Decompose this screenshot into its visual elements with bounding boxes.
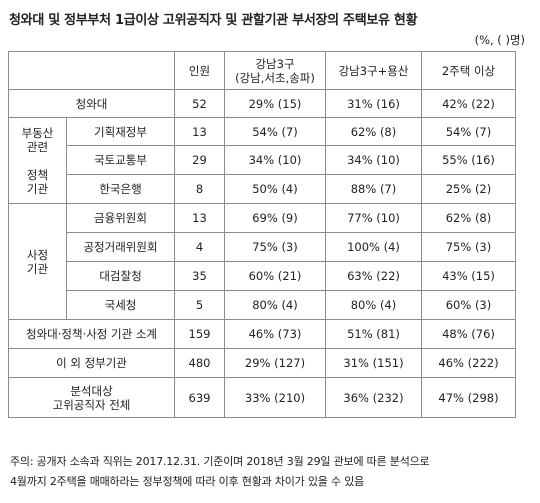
page-title: 청와대 및 정부부처 1급이상 고위공직자 및 관할기관 부서장의 주택보유 현… — [9, 13, 418, 28]
row-gangnam3-yongsan: 51% (81) — [325, 319, 422, 349]
row-two-houses: 54% (7) — [421, 117, 516, 146]
table-row-other: 이 외 정부기관 480 29% (127) 31% (151) 46% (22… — [8, 348, 516, 378]
table-row: 사정 기관 금융위원회 13 69% (9) 77% (10) 62% (8) — [8, 203, 516, 320]
group-judicial: 사정 기관 — [8, 203, 67, 320]
row-count: 480 — [174, 348, 225, 378]
row-name: 분석대상 고위공직자 전체 — [8, 377, 175, 418]
row-gangnam3-yongsan: 34% (10) — [325, 145, 422, 175]
table-row: 청와대 52 29% (15) 31% (16) 42% (22) — [8, 89, 516, 118]
row-two-houses: 42% (22) — [421, 89, 516, 118]
row-two-houses: 60% (3) — [421, 290, 516, 320]
row-gangnam3: 80% (4) — [224, 290, 326, 320]
row-two-houses: 48% (76) — [421, 319, 516, 349]
row-count: 8 — [174, 174, 225, 204]
row-gangnam3: 60% (21) — [224, 261, 326, 291]
row-two-houses: 55% (16) — [421, 145, 516, 175]
row-name: 기획재정부 — [66, 117, 175, 146]
table-row: 국세청 5 80% (4) 80% (4) 60% (3) — [9, 290, 516, 320]
row-gangnam3: 69% (9) — [224, 203, 326, 233]
group-real-estate: 부동산 관련 정책 기관 — [8, 117, 67, 204]
row-name: 금융위원회 — [66, 203, 175, 233]
row-name: 청와대 — [8, 89, 175, 118]
row-two-houses: 46% (222) — [421, 348, 516, 378]
footnote-line-2: 4월까지 2주택을 매매하라는 정부정책에 따라 이후 현황과 차이가 있을 수… — [10, 475, 365, 488]
row-two-houses: 47% (298) — [421, 377, 516, 418]
row-gangnam3-yongsan: 100% (4) — [325, 232, 422, 262]
row-gangnam3: 29% (15) — [224, 89, 326, 118]
row-count: 639 — [174, 377, 225, 418]
header-gangnam3-yongsan: 강남3구+용산 — [325, 51, 422, 90]
header-two-houses: 2주택 이상 — [421, 51, 516, 90]
row-gangnam3-yongsan: 63% (22) — [325, 261, 422, 291]
header-count: 인원 — [174, 51, 225, 90]
row-gangnam3: 29% (127) — [224, 348, 326, 378]
unit-label: (%, ( )명) — [474, 33, 525, 47]
row-two-houses: 25% (2) — [421, 174, 516, 204]
row-gangnam3-yongsan: 88% (7) — [325, 174, 422, 204]
housing-table: 인원 강남3구 (강남,서초,송파) 강남3구+용산 2주택 이상 청와대 52… — [8, 51, 516, 418]
row-gangnam3: 75% (3) — [224, 232, 326, 262]
row-gangnam3-yongsan: 77% (10) — [325, 203, 422, 233]
footnote: 주의: 공개자 소속과 직위는 2017.12.31. 기준이며 2018년 3… — [10, 452, 430, 492]
table-row: 대검찰청 35 60% (21) 63% (22) 43% (15) — [9, 261, 516, 291]
row-count: 35 — [174, 261, 225, 291]
row-name: 한국은행 — [66, 174, 175, 204]
footnote-line-1: 주의: 공개자 소속과 직위는 2017.12.31. 기준이며 2018년 3… — [10, 455, 430, 468]
row-gangnam3: 33% (210) — [224, 377, 326, 418]
row-count: 4 — [174, 232, 225, 262]
row-two-houses: 43% (15) — [421, 261, 516, 291]
row-gangnam3-yongsan: 31% (16) — [325, 89, 422, 118]
row-count: 159 — [174, 319, 225, 349]
row-gangnam3-yongsan: 31% (151) — [325, 348, 422, 378]
row-name: 국토교통부 — [66, 145, 175, 175]
row-two-houses: 62% (8) — [421, 203, 516, 233]
row-count: 52 — [174, 89, 225, 118]
row-name: 대검찰청 — [66, 261, 175, 291]
table-row: 국토교통부 29 34% (10) 34% (10) 55% (16) — [9, 145, 516, 175]
row-two-houses: 75% (3) — [421, 232, 516, 262]
row-name: 공정거래위원회 — [66, 232, 175, 262]
table-header-row: 인원 강남3구 (강남,서초,송파) 강남3구+용산 2주택 이상 — [8, 51, 516, 90]
table-row-subtotal: 청와대·정책·사정 기관 소계 159 46% (73) 51% (81) 48… — [8, 319, 516, 349]
table-row: 부동산 관련 정책 기관 기획재정부 13 54% (7) 62% (8) 54… — [8, 117, 516, 204]
row-count: 29 — [174, 145, 225, 175]
row-gangnam3: 50% (4) — [224, 174, 326, 204]
row-count: 13 — [174, 117, 225, 146]
row-gangnam3: 34% (10) — [224, 145, 326, 175]
row-name: 국세청 — [66, 290, 175, 320]
table-row: 한국은행 8 50% (4) 88% (7) 25% (2) — [9, 174, 516, 204]
header-gangnam3: 강남3구 (강남,서초,송파) — [224, 51, 326, 90]
row-count: 5 — [174, 290, 225, 320]
row-gangnam3: 54% (7) — [224, 117, 326, 146]
row-gangnam3-yongsan: 36% (232) — [325, 377, 422, 418]
row-gangnam3-yongsan: 62% (8) — [325, 117, 422, 146]
header-blank — [8, 51, 175, 90]
row-name: 청와대·정책·사정 기관 소계 — [8, 319, 175, 349]
row-gangnam3: 46% (73) — [224, 319, 326, 349]
table-row-total: 분석대상 고위공직자 전체 639 33% (210) 36% (232) 47… — [8, 377, 516, 418]
row-gangnam3-yongsan: 80% (4) — [325, 290, 422, 320]
row-count: 13 — [174, 203, 225, 233]
row-name: 이 외 정부기관 — [8, 348, 175, 378]
table-row: 공정거래위원회 4 75% (3) 100% (4) 75% (3) — [9, 232, 516, 262]
